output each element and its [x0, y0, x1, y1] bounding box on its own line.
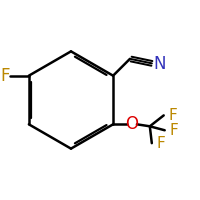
Text: F: F [156, 136, 165, 151]
Text: F: F [168, 108, 177, 123]
Text: O: O [125, 115, 138, 133]
Text: F: F [0, 67, 10, 85]
Text: F: F [169, 123, 178, 138]
Text: N: N [154, 55, 166, 73]
